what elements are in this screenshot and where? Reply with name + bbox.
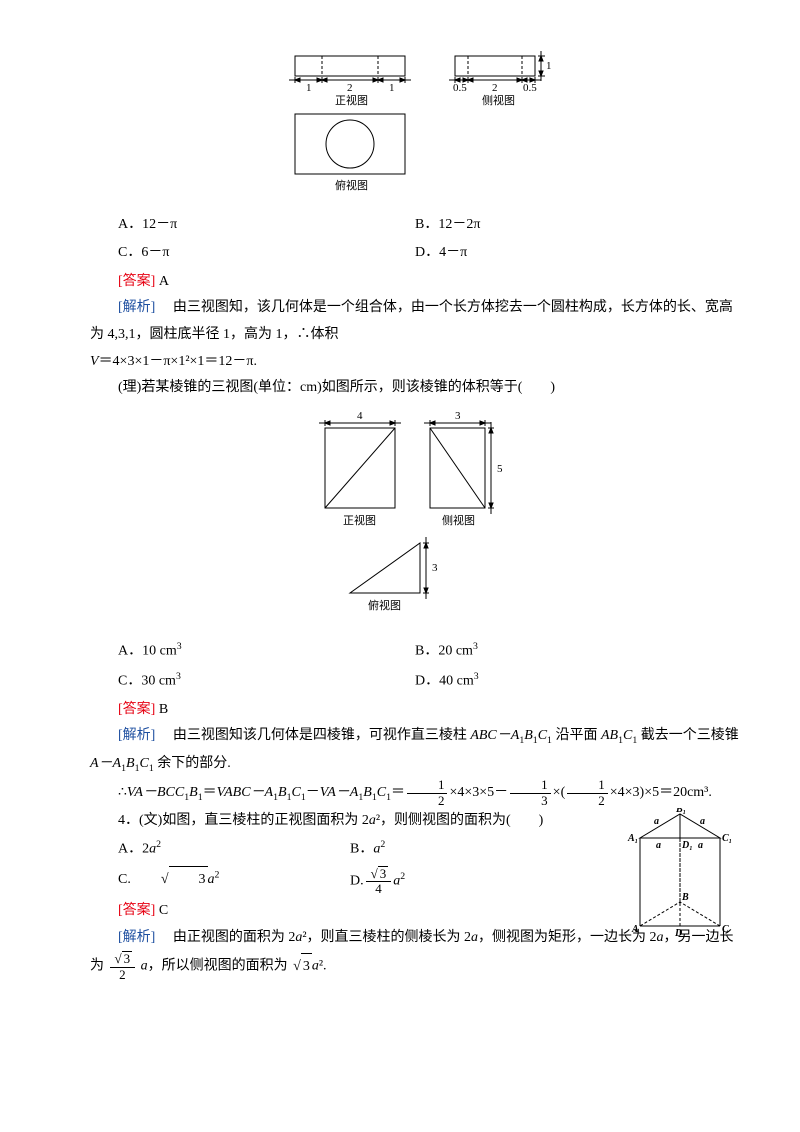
- svg-text:D₁: D₁: [681, 840, 693, 851]
- q3-analysis-1: [解析] 由三视图知该几何体是四棱锥，可视作直三棱柱 ABC－A1B1C1 沿平…: [90, 723, 740, 778]
- q3-options-row-2: C．30 cm3 D．40 cm3: [90, 668, 740, 695]
- svg-text:a: a: [656, 840, 661, 851]
- svg-text:C₁: C₁: [722, 833, 732, 844]
- q2-answer: [答案] A: [90, 269, 740, 296]
- q3-analysis-2: ∴VA－BCC1B1＝VABC－A1B1C1－VA－A1B1C1＝12×4×3×…: [90, 778, 740, 808]
- q4-block: A C B D A₁ C₁ B₁ D₁ a a a a 4．(文)如图，直三棱柱…: [90, 808, 740, 925]
- svg-text:1: 1: [546, 60, 552, 72]
- figure-prism: A C B D A₁ C₁ B₁ D₁ a a a a: [620, 808, 740, 949]
- q2-option-b: B．12－2π: [415, 212, 740, 239]
- q4-option-b: B．a2: [350, 836, 610, 863]
- svg-text:1: 1: [389, 82, 395, 94]
- svg-text:0.5: 0.5: [523, 82, 537, 94]
- analysis-label: [解析]: [118, 728, 155, 743]
- svg-text:A₁: A₁: [627, 833, 638, 844]
- q3-option-c: C．30 cm3: [90, 668, 415, 695]
- figure-three-view-1: 1 2 1 正视图 0.5 2 0.5 1 侧视图 俯视图: [90, 46, 740, 202]
- svg-text:侧视图: 侧视图: [482, 93, 515, 107]
- svg-text:a: a: [654, 816, 659, 827]
- svg-text:2: 2: [347, 82, 353, 94]
- q2-options-row-2: C．6－π D．4－π: [90, 240, 740, 267]
- q2-option-d: D．4－π: [415, 240, 740, 267]
- svg-text:0.5: 0.5: [453, 82, 467, 94]
- answer-label: [答案]: [118, 274, 155, 289]
- q2-option-c: C．6－π: [90, 240, 415, 267]
- q3-stem: (理)若某棱锥的三视图(单位：cm)如图所示，则该棱锥的体积等于( ): [90, 375, 740, 402]
- answer-label: [答案]: [118, 903, 155, 918]
- q4-options-row-1: A．2a2 B．a2: [90, 836, 610, 863]
- svg-text:3: 3: [455, 410, 461, 422]
- svg-text:a: a: [700, 816, 705, 827]
- q4-option-c: C.3a2: [90, 866, 350, 897]
- q4-option-d: D.34a2: [350, 866, 610, 897]
- svg-text:4: 4: [357, 410, 363, 422]
- analysis-label: [解析]: [118, 930, 155, 945]
- q3-option-b: B．20 cm3: [415, 638, 740, 665]
- answer-label: [答案]: [118, 702, 155, 717]
- svg-text:正视图: 正视图: [343, 513, 376, 527]
- figure-three-view-2: 4 正视图 3 5 侧视图 3 俯视图: [90, 408, 740, 629]
- svg-text:C: C: [722, 924, 729, 935]
- analysis-label: [解析]: [118, 300, 155, 315]
- svg-text:a: a: [698, 840, 703, 851]
- svg-text:3: 3: [432, 562, 438, 574]
- q3-option-d: D．40 cm3: [415, 668, 740, 695]
- svg-text:A: A: [631, 924, 639, 935]
- q4-options-row-2: C.3a2 D.34a2: [90, 866, 610, 897]
- svg-text:侧视图: 侧视图: [442, 513, 475, 527]
- q4-option-a: A．2a2: [90, 836, 350, 863]
- q4-stem: 4．(文)如图，直三棱柱的正视图面积为 2a²，则侧视图的面积为( ): [90, 808, 610, 835]
- q2-option-a: A．12－π: [90, 212, 415, 239]
- svg-text:1: 1: [306, 82, 312, 94]
- svg-text:D: D: [674, 928, 682, 938]
- svg-text:俯视图: 俯视图: [368, 598, 401, 612]
- svg-text:正视图: 正视图: [335, 93, 368, 107]
- svg-text:5: 5: [497, 463, 503, 475]
- q3-answer: [答案] B: [90, 697, 740, 724]
- q3-options-row-1: A．10 cm3 B．20 cm3: [90, 638, 740, 665]
- svg-text:B: B: [681, 892, 689, 903]
- q4-answer: [答案] C: [90, 898, 610, 925]
- q3-option-a: A．10 cm3: [90, 638, 415, 665]
- q2-analysis: [解析] 由三视图知，该几何体是一个组合体，由一个长方体挖去一个圆柱构成，长方体…: [90, 295, 740, 348]
- svg-text:B₁: B₁: [675, 808, 686, 815]
- svg-text:2: 2: [492, 82, 498, 94]
- q2-analysis-formula: V＝4×3×1－π×1²×1＝12－π.: [90, 349, 740, 376]
- q2-options-row-1: A．12－π B．12－2π: [90, 212, 740, 239]
- svg-text:俯视图: 俯视图: [335, 178, 368, 191]
